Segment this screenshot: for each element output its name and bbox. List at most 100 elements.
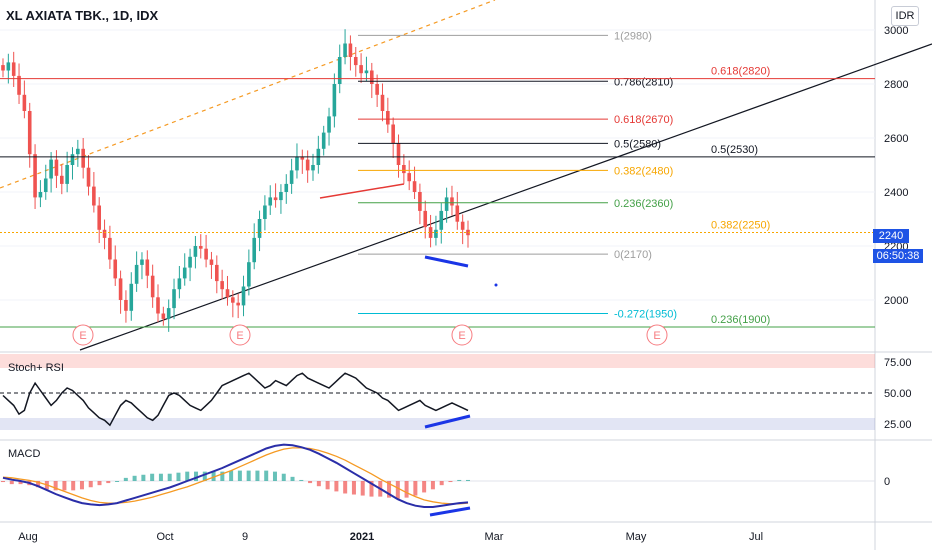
candle-body: [17, 75, 21, 95]
candle-body: [268, 197, 273, 206]
macd-histogram-bar: [299, 479, 304, 481]
macd-histogram-bar: [141, 474, 146, 481]
macd-histogram-bar: [430, 481, 435, 490]
candle-body: [214, 264, 219, 282]
macd-histogram-bar: [79, 481, 84, 490]
macd-histogram-bar: [439, 481, 444, 486]
candle-body: [1, 65, 5, 71]
macd-histogram-bar: [360, 481, 365, 496]
macd-histogram-bar: [97, 481, 102, 486]
candle-body: [49, 159, 53, 179]
macd-pane: 0: [0, 443, 890, 517]
earnings-marker-label: E: [236, 330, 243, 342]
candle-body: [76, 148, 80, 155]
last-price-tag: 2240: [873, 229, 909, 243]
candle-body: [300, 156, 305, 160]
macd-histogram-bar: [158, 473, 163, 481]
candle-body: [145, 259, 150, 276]
earnings-marker-label: E: [653, 330, 660, 342]
chart-title: XL AXIATA TBK., 1D, IDX: [6, 8, 159, 23]
candle-body: [140, 259, 144, 265]
candle-body: [450, 197, 454, 206]
candle-body: [43, 178, 48, 192]
fib-label: 0.382(2480): [614, 165, 673, 177]
fib-label: 1(2980): [614, 30, 652, 42]
currency-button[interactable]: IDR: [891, 6, 919, 26]
candle-body: [391, 124, 395, 144]
candle-body: [359, 65, 363, 74]
candle-body: [279, 192, 283, 201]
macd-histogram-bar: [246, 470, 251, 481]
horizontal-level-label: 0.5(2530): [711, 144, 758, 156]
candle-body: [402, 165, 406, 174]
time-tick-label: Jul: [749, 531, 763, 543]
countdown-tag: 06:50:38: [873, 249, 923, 263]
candle-body: [375, 84, 379, 95]
macd-histogram-bar: [220, 471, 225, 481]
earnings-marker-label: E: [458, 330, 465, 342]
macd-histogram-bar: [466, 479, 470, 481]
candle-body: [332, 84, 337, 117]
macd-histogram-bar: [272, 471, 277, 481]
candle-body: [177, 278, 182, 290]
macd-histogram-bar: [404, 481, 409, 498]
horizontal-level-label: 0.618(2820): [711, 66, 770, 78]
time-tick-label: 2021: [350, 531, 374, 543]
fib-label: 0(2170): [614, 249, 652, 261]
macd-histogram-bar: [351, 481, 356, 495]
candle-body: [434, 229, 438, 238]
candle-body: [321, 132, 326, 149]
macd-histogram-bar: [395, 481, 400, 499]
candle-body: [247, 262, 251, 287]
candle-body: [252, 237, 257, 263]
candle-body: [305, 159, 310, 171]
earnings-marker: [229, 324, 251, 346]
macd-histogram-bar: [264, 470, 269, 481]
macd-histogram-bar: [9, 481, 14, 485]
candle-body: [6, 62, 11, 71]
macd-histogram-bar: [316, 481, 321, 487]
macd-histogram-bar: [202, 471, 207, 481]
candle-body: [198, 246, 203, 249]
horizontal-level-label: 0.236(1900): [711, 314, 770, 326]
macd-histogram-bar: [237, 470, 242, 481]
macd-histogram-bar: [1, 481, 5, 483]
macd-signal-line: [2, 447, 469, 505]
macd-histogram-bar: [290, 476, 295, 481]
time-tick-label: May: [626, 531, 647, 543]
macd-histogram-bar: [229, 470, 234, 481]
horizontal-level-label: 0.382(2250): [711, 220, 770, 232]
candle-body: [353, 57, 358, 66]
candle-body: [102, 229, 107, 238]
candle-body: [124, 300, 128, 311]
macd-histogram-bar: [132, 475, 137, 481]
earnings-marker: [72, 324, 94, 346]
rsi-divergence-line: [424, 414, 471, 429]
macd-histogram-bar: [211, 471, 216, 481]
time-tick-label: 9: [242, 531, 248, 543]
price-tick-label: 3000: [884, 25, 908, 37]
macd-histogram-bar: [422, 481, 427, 493]
price-tick-label: 2000: [884, 295, 908, 307]
time-tick-label: Mar: [485, 531, 504, 543]
candle-body: [407, 173, 412, 182]
candle-body: [166, 308, 171, 319]
earnings-marker: [646, 324, 668, 346]
candle-body: [369, 70, 374, 84]
divergence-line-red: [319, 183, 405, 199]
candle-body: [273, 197, 278, 201]
candle-body: [33, 154, 37, 198]
macd-histogram-bar: [255, 470, 260, 481]
price-tick-label: 2400: [884, 187, 908, 199]
candle-body: [418, 192, 422, 211]
candle-body: [11, 62, 16, 76]
candles: [1, 29, 470, 332]
price-tick-label: 2800: [884, 79, 908, 91]
macd-line: [2, 443, 469, 508]
macd-histogram-bar: [334, 481, 339, 492]
candle-body: [92, 186, 96, 206]
candle-body: [241, 286, 246, 306]
fib-label: -0.272(1950): [614, 309, 677, 321]
